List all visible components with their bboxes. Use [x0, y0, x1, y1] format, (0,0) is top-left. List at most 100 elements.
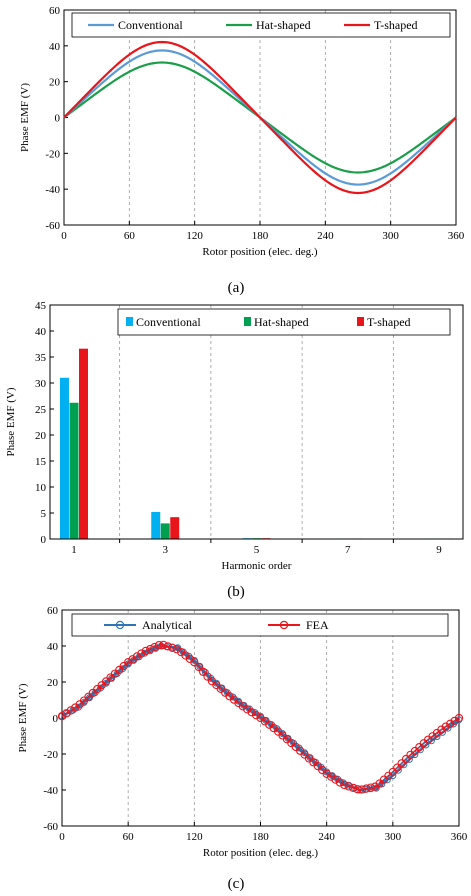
- x-tick-label: 300: [385, 831, 402, 843]
- marker-analytical: [251, 709, 259, 717]
- y-tick-label: 60: [49, 5, 61, 17]
- panel-c-chart: 0 60 120 180 240 300 360 -60 -40 -20 0 20 40 60 Phase …: [17, 605, 468, 859]
- bar-t-shaped-h3: [170, 517, 180, 539]
- y-tick-label: 20: [35, 430, 47, 442]
- y-tick-label: 60: [47, 605, 59, 617]
- caption-c: (c): [228, 876, 245, 892]
- marker-fea: [124, 658, 133, 667]
- legend-label: Hat-shaped: [256, 18, 311, 32]
- y-tick-label: 20: [47, 677, 59, 689]
- y-tick-label: 35: [35, 352, 47, 364]
- x-tick-label: 240: [318, 831, 335, 843]
- legend-swatch: [244, 317, 251, 326]
- x-tick-label: 300: [382, 230, 399, 242]
- x-tick-label: 240: [317, 230, 334, 242]
- marker-fea: [141, 646, 150, 656]
- legend: Conventional Hat-shaped T-shaped: [71, 12, 451, 38]
- marker-fea: [247, 708, 256, 717]
- panel-a-chart: 0 60 120 180 240 300 360 -60 -40 -20 0 20 40 60 Phase …: [19, 5, 465, 258]
- x-tick-label: 5: [254, 544, 260, 556]
- y-tick-label: -40: [45, 184, 60, 196]
- marker-fea: [353, 785, 362, 794]
- y-tick-label: -60: [45, 220, 60, 232]
- legend-swatch: [357, 317, 364, 326]
- marker-fea: [362, 784, 371, 793]
- marker-fea: [62, 709, 71, 718]
- marker-fea: [454, 713, 464, 723]
- marker-fea: [154, 641, 164, 650]
- x-tick-label: 180: [252, 831, 269, 843]
- bar-conventional-h1: [60, 377, 69, 539]
- y-tick-label: -60: [43, 821, 58, 833]
- series-line-fea: [61, 643, 460, 791]
- y-tick-label: 30: [35, 378, 47, 390]
- legend-label: FEA: [306, 618, 329, 632]
- marker-fea: [132, 652, 142, 661]
- x-tick-label: 120: [186, 831, 203, 843]
- marker-fea: [393, 763, 402, 772]
- legend-marker: [115, 620, 125, 630]
- marker-fea: [331, 775, 340, 784]
- marker-fea: [57, 712, 67, 721]
- y-tick-label: 10: [35, 482, 47, 494]
- legend-label: Analytical: [142, 618, 193, 632]
- marker-fea: [137, 649, 146, 658]
- marker-fea: [335, 778, 345, 787]
- marker-fea: [194, 662, 203, 672]
- marker-fea: [348, 783, 358, 792]
- x-axis-label: Rotor position (elec. deg.): [202, 246, 318, 258]
- marker-fea: [344, 782, 353, 791]
- y-tick-label: -20: [43, 749, 58, 761]
- x-tick-label: 7: [345, 544, 351, 556]
- x-axis-label: Harmonic order: [222, 560, 292, 572]
- y-tick-label: 5: [41, 508, 47, 520]
- bar-hat-shaped-h3: [160, 523, 170, 539]
- marker-fea: [340, 780, 349, 790]
- y-tick-label: 25: [35, 404, 47, 416]
- marker-analytical: [394, 766, 402, 774]
- marker-fea: [146, 644, 155, 654]
- bar-conventional-h3: [151, 511, 161, 539]
- marker-fea: [388, 767, 397, 777]
- marker-analytical: [411, 751, 419, 759]
- y-tick-label: 0: [41, 534, 47, 546]
- marker-fea: [66, 706, 75, 715]
- legend-label: T-shaped: [367, 315, 411, 329]
- marker-fea: [203, 672, 212, 681]
- y-tick-label: 0: [53, 713, 59, 725]
- y-tick-label: 45: [35, 300, 47, 312]
- plot-frame: [49, 304, 464, 540]
- marker-analytical: [422, 741, 430, 749]
- caption-b: (b): [227, 584, 245, 600]
- marker-fea: [357, 785, 367, 794]
- x-tick-label: 360: [451, 831, 468, 843]
- series-line-t-shaped: [63, 40, 457, 195]
- x-tick-label: 0: [61, 230, 67, 242]
- legend-label: T-shaped: [374, 18, 418, 32]
- x-tick-label: 360: [448, 230, 465, 242]
- marker-fea: [450, 716, 459, 726]
- y-tick-label: 15: [35, 456, 47, 468]
- marker-analytical: [383, 776, 391, 784]
- y-tick-label: -40: [43, 785, 58, 797]
- marker-fea: [441, 722, 450, 731]
- marker-analytical: [405, 755, 413, 763]
- y-axis-label: Phase EMF (V): [5, 387, 17, 456]
- y-tick-label: 40: [47, 641, 59, 653]
- y-tick-label: 20: [49, 77, 61, 89]
- y-tick-label: -20: [45, 148, 60, 160]
- x-tick-label: 3: [163, 544, 169, 556]
- x-tick-label: 9: [436, 544, 442, 556]
- bar-t-shaped-h1: [79, 348, 88, 539]
- marker-fea: [322, 769, 331, 778]
- marker-fea: [199, 667, 208, 676]
- marker-fea: [150, 642, 159, 652]
- legend-box: [71, 613, 449, 637]
- marker-fea: [172, 645, 181, 654]
- marker-fea: [326, 772, 336, 781]
- marker-fea: [243, 705, 252, 714]
- bar-hat-shaped-h1: [69, 402, 79, 539]
- legend: Analytical FEA: [71, 613, 449, 637]
